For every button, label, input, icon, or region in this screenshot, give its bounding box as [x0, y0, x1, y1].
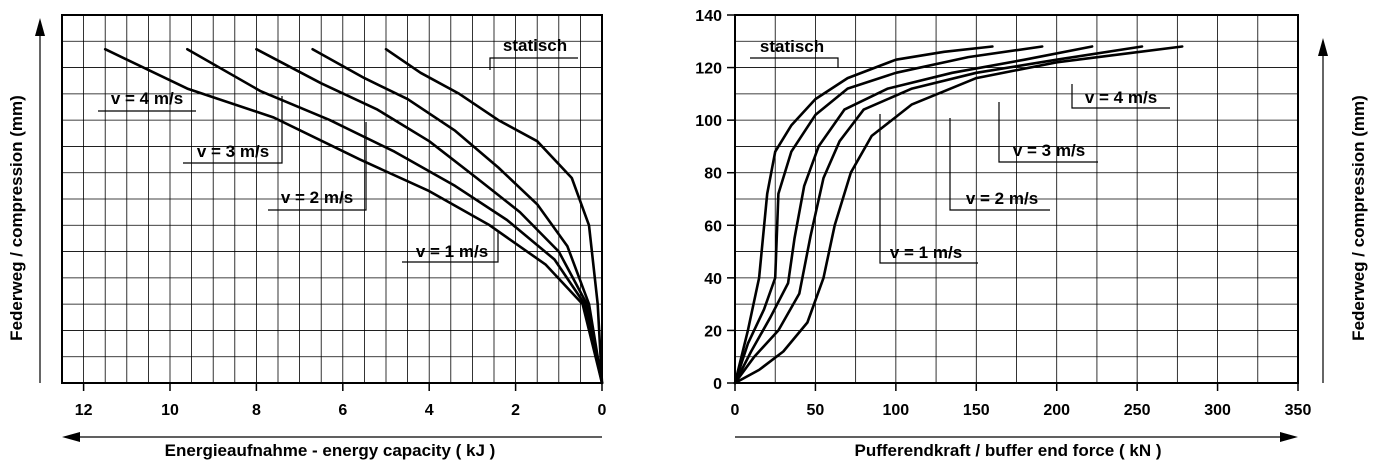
- right-y-tick-label: 100: [695, 113, 722, 130]
- right-y-tick-label: 120: [695, 61, 722, 78]
- left-y-direction-arrow: [35, 18, 45, 383]
- right-x-axis-title: Pufferendkraft / buffer end force ( kN ): [855, 441, 1162, 460]
- right-label-v1: v = 1 m/s: [879, 114, 978, 264]
- left-curve-v-3-m-s: [186, 47, 604, 385]
- right-chart-grid: 0 50 100 150 200 250 300 350 0 20 40 60 80 100 120 140: [695, 8, 1311, 419]
- left-label-v3: v = 3 m/s: [183, 96, 283, 164]
- right-curve-v-3-m-s: [733, 45, 1094, 385]
- left-x-axis-title: Energieaufnahme - energy capacity ( kJ ): [165, 441, 496, 460]
- right-x-tick-label: 200: [1043, 402, 1070, 419]
- left-label-v2: v = 2 m/s: [268, 122, 367, 211]
- right-x-tick-label: 350: [1285, 402, 1312, 419]
- svg-text:v = 3 m/s: v = 3 m/s: [1013, 141, 1085, 160]
- right-curve-v-4-m-s: [733, 45, 1044, 385]
- right-y-tick-label: 80: [704, 166, 722, 183]
- left-label-statisch: statisch: [489, 36, 578, 70]
- left-curve-v-1-m-s: [311, 47, 604, 385]
- svg-text:statisch: statisch: [760, 37, 824, 56]
- left-x-tick-label: 10: [161, 402, 179, 419]
- right-y-tick-label: 140: [695, 8, 722, 25]
- left-x-tick-label: 6: [338, 402, 347, 419]
- left-chart-curves: [103, 47, 604, 385]
- svg-text:v = 2 m/s: v = 2 m/s: [281, 188, 353, 207]
- right-y-tick-label: 60: [704, 218, 722, 235]
- right-y-axis-title: Federweg / compression (mm): [1349, 95, 1368, 341]
- left-plot-frame: [61, 14, 603, 384]
- right-x-tick-label: 250: [1124, 402, 1151, 419]
- left-y-axis-title: Federweg / compression (mm): [7, 95, 26, 341]
- left-x-tick-label: 2: [511, 402, 520, 419]
- svg-text:v = 4 m/s: v = 4 m/s: [1085, 88, 1157, 107]
- left-x-tick-label: 12: [75, 402, 93, 419]
- left-x-tick-label: 4: [425, 402, 434, 419]
- svg-text:v = 4 m/s: v = 4 m/s: [111, 89, 183, 108]
- left-curve-statisch: [384, 47, 604, 385]
- right-plot-frame: [734, 14, 1299, 384]
- left-x-tick-label: 8: [252, 402, 261, 419]
- svg-text:v = 1 m/s: v = 1 m/s: [416, 242, 488, 261]
- left-label-v1: v = 1 m/s: [402, 232, 499, 263]
- right-x-tick-label: 50: [807, 402, 825, 419]
- left-label-v4: v = 4 m/s: [98, 89, 196, 112]
- right-curve-v-1-m-s: [733, 45, 1184, 385]
- svg-text:v = 3 m/s: v = 3 m/s: [197, 142, 269, 161]
- right-y-tick-label: 20: [704, 323, 722, 340]
- right-x-direction-arrow: [735, 432, 1298, 442]
- right-x-tick-label: 150: [963, 402, 990, 419]
- right-label-v4: v = 4 m/s: [1071, 84, 1170, 109]
- right-curve-v-2-m-s: [733, 45, 1144, 385]
- right-x-tick-label: 300: [1204, 402, 1231, 419]
- right-x-tick-label: 100: [883, 402, 910, 419]
- right-x-tick-label: 0: [731, 402, 740, 419]
- svg-text:statisch: statisch: [503, 36, 567, 55]
- right-label-v3: v = 3 m/s: [998, 102, 1098, 163]
- svg-text:v = 1 m/s: v = 1 m/s: [890, 243, 962, 262]
- left-curve-v-2-m-s: [255, 47, 604, 385]
- left-curve-v-4-m-s: [103, 47, 604, 385]
- right-label-v2: v = 2 m/s: [949, 118, 1050, 211]
- svg-text:v = 2 m/s: v = 2 m/s: [966, 189, 1038, 208]
- left-x-direction-arrow: [62, 432, 602, 442]
- right-chart-curves: [733, 45, 1184, 385]
- right-y-tick-label: 0: [713, 376, 722, 393]
- right-curve-statisch: [733, 45, 994, 385]
- left-x-tick-label: 0: [598, 402, 607, 419]
- left-chart-grid: 12 10 8 6 4 2 0: [61, 14, 607, 419]
- right-y-tick-label: 40: [704, 271, 722, 288]
- right-y-direction-arrow: [1318, 38, 1328, 383]
- right-label-statisch: statisch: [750, 37, 839, 68]
